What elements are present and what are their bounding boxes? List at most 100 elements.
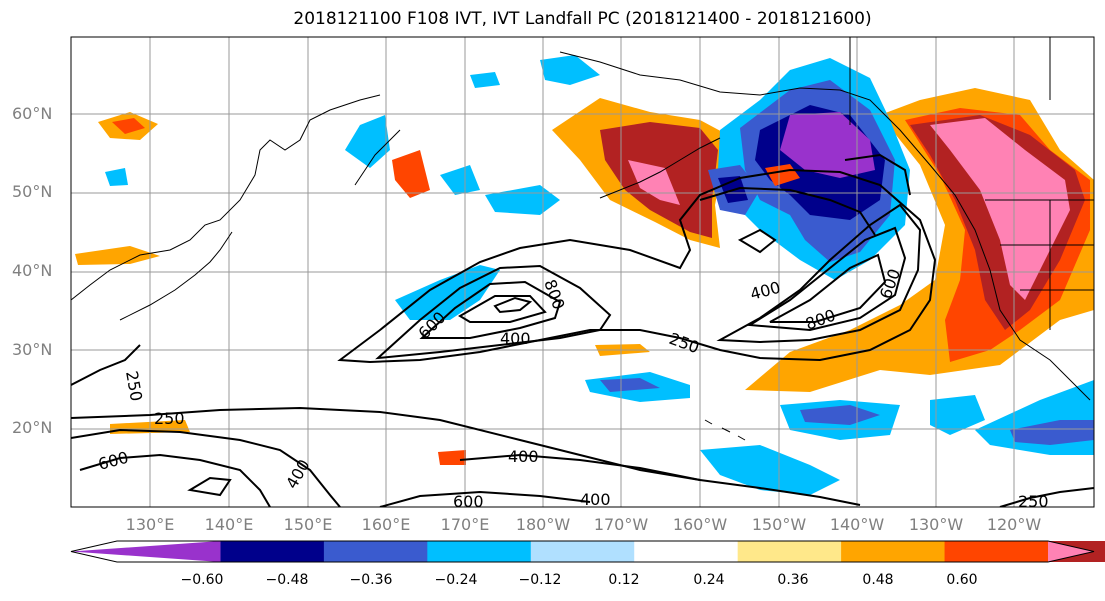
- contour-label: 800: [540, 277, 568, 312]
- contour-400-east: [716, 203, 922, 344]
- colorbar-swatch: [1048, 541, 1094, 562]
- negative-central-1: [395, 265, 500, 320]
- contour-gulf-ring: [699, 186, 876, 236]
- negative-small-west: [105, 168, 128, 186]
- contour-label: 400: [508, 447, 539, 466]
- alaska-coast: [559, 51, 1091, 401]
- ivt-contours: [71, 153, 1094, 507]
- map-frame: [70, 36, 1095, 508]
- kamchatka-coast: [354, 129, 401, 186]
- colorbar-tick-label: 0.48: [862, 572, 894, 588]
- negative-aleutian-2: [485, 185, 560, 215]
- positive-coast-peak: [930, 118, 1070, 300]
- colorbar-swatch: [323, 541, 428, 562]
- lat-label-40n: 40°N: [12, 261, 53, 280]
- colorbar-tick-label: 0.24: [693, 572, 725, 588]
- lon-label-140w: 140°W: [829, 515, 885, 534]
- positive-small-tropics: [438, 450, 466, 465]
- coastlines: [71, 37, 1094, 441]
- contour-label: 600: [876, 266, 904, 301]
- contour-label: 250: [154, 409, 185, 428]
- contour-800-east: [769, 253, 887, 323]
- colorbar-tick-label: −0.36: [349, 572, 393, 588]
- contour-800-west: [458, 295, 547, 323]
- negative-aleutian-3: [540, 55, 600, 85]
- pc-shading: [75, 55, 1094, 495]
- colorbar-swatch: [841, 541, 946, 562]
- graticule: [71, 37, 1094, 507]
- contour-label: 400: [282, 456, 314, 492]
- lon-label-160w: 160°W: [672, 515, 728, 534]
- contour-600-east: [746, 226, 907, 332]
- contour-labels: 250 250 250 250 400 400 400 400 400 600 …: [96, 266, 1049, 511]
- contour-label: 600: [453, 492, 484, 511]
- contour-label: 250: [1018, 492, 1049, 511]
- map-title: 2018121100 F108 IVT, IVT Landfall PC (20…: [293, 9, 872, 29]
- lon-label-120w: 120°W: [986, 515, 1042, 534]
- lon-label-140e: 140°E: [204, 515, 254, 534]
- colorbar-swatch: [220, 541, 325, 562]
- colorbar-tick-label: −0.60: [180, 572, 224, 588]
- asia-coast: [71, 94, 381, 301]
- lat-label-60n: 60°N: [12, 104, 53, 123]
- japan-coast: [119, 231, 233, 321]
- negative-gulf-core: [780, 112, 875, 178]
- contour-600-south-2: [379, 490, 591, 507]
- positive-small-trade: [75, 246, 160, 265]
- colorbar-swatch: [634, 541, 739, 562]
- lon-label-160e: 160°E: [361, 515, 411, 534]
- contour-250-north: [337, 168, 937, 364]
- colorbar: [70, 540, 1105, 563]
- lon-label-150e: 150°E: [283, 515, 333, 534]
- lon-label-170w: 170°W: [593, 515, 649, 534]
- negative-subtropic-2: [930, 395, 985, 435]
- colorbar-swatch: [530, 541, 635, 562]
- contour-label: 600: [96, 448, 130, 474]
- negative-subtropic-1-core: [800, 405, 880, 425]
- lon-label-170e: 170°E: [440, 515, 490, 534]
- colorbar-outline: [70, 540, 1095, 563]
- contour-600-west: [419, 280, 562, 339]
- colorbar-swatch: [737, 541, 842, 562]
- negative-hawaii: [700, 445, 840, 495]
- lon-label-150w: 150°W: [751, 515, 807, 534]
- negative-bering-west: [345, 115, 390, 168]
- lon-label-130w: 130°W: [908, 515, 964, 534]
- us-states: [1000, 200, 1094, 330]
- map-panel: 250 250 250 250 400 400 400 400 400 600 …: [71, 37, 1094, 511]
- negative-southeast-core: [1010, 420, 1094, 445]
- contour-label: 400: [748, 278, 782, 304]
- canada-border: [849, 37, 1094, 201]
- contour-label: 400: [500, 329, 531, 348]
- positive-gulf-peak: [628, 160, 680, 205]
- contour-250-southeast: [999, 487, 1094, 507]
- colorbar-tick-label: 0.60: [946, 572, 978, 588]
- colorbar-swatch: [71, 541, 221, 562]
- colorbar-tick-label: −0.24: [434, 572, 478, 588]
- contour-400-south-2: [459, 453, 701, 481]
- colorbar-tick-label: 0.36: [777, 572, 809, 588]
- contour-gulf-low: [737, 228, 777, 254]
- contour-label: 250: [667, 329, 702, 357]
- colorbar-tick-label: 0.12: [608, 572, 640, 588]
- colorbar-tick-label: −0.12: [518, 572, 562, 588]
- contour-label: 400: [580, 490, 611, 509]
- hawaii-islands: [704, 419, 746, 441]
- contour-250-south: [71, 406, 861, 506]
- contour-small-loop: [187, 476, 232, 497]
- contour-inner-west: [493, 296, 533, 314]
- negative-central-2-core: [600, 378, 660, 392]
- contour-label: 250: [122, 369, 146, 402]
- negative-southeast: [975, 380, 1094, 455]
- lat-label-30n: 30°N: [12, 340, 53, 359]
- positive-small-west-pac-core: [112, 118, 145, 134]
- aleutian-chain: [599, 137, 721, 199]
- colorbar-swatch: [944, 541, 1049, 562]
- contour-250-west-edge: [71, 344, 141, 386]
- lon-label-130e: 130°E: [125, 515, 175, 534]
- lat-label-20n: 20°N: [12, 418, 53, 437]
- lon-label-180w: 180°W: [515, 515, 571, 534]
- contour-400-south: [71, 428, 341, 507]
- colorbar-tick-label: −0.48: [265, 572, 309, 588]
